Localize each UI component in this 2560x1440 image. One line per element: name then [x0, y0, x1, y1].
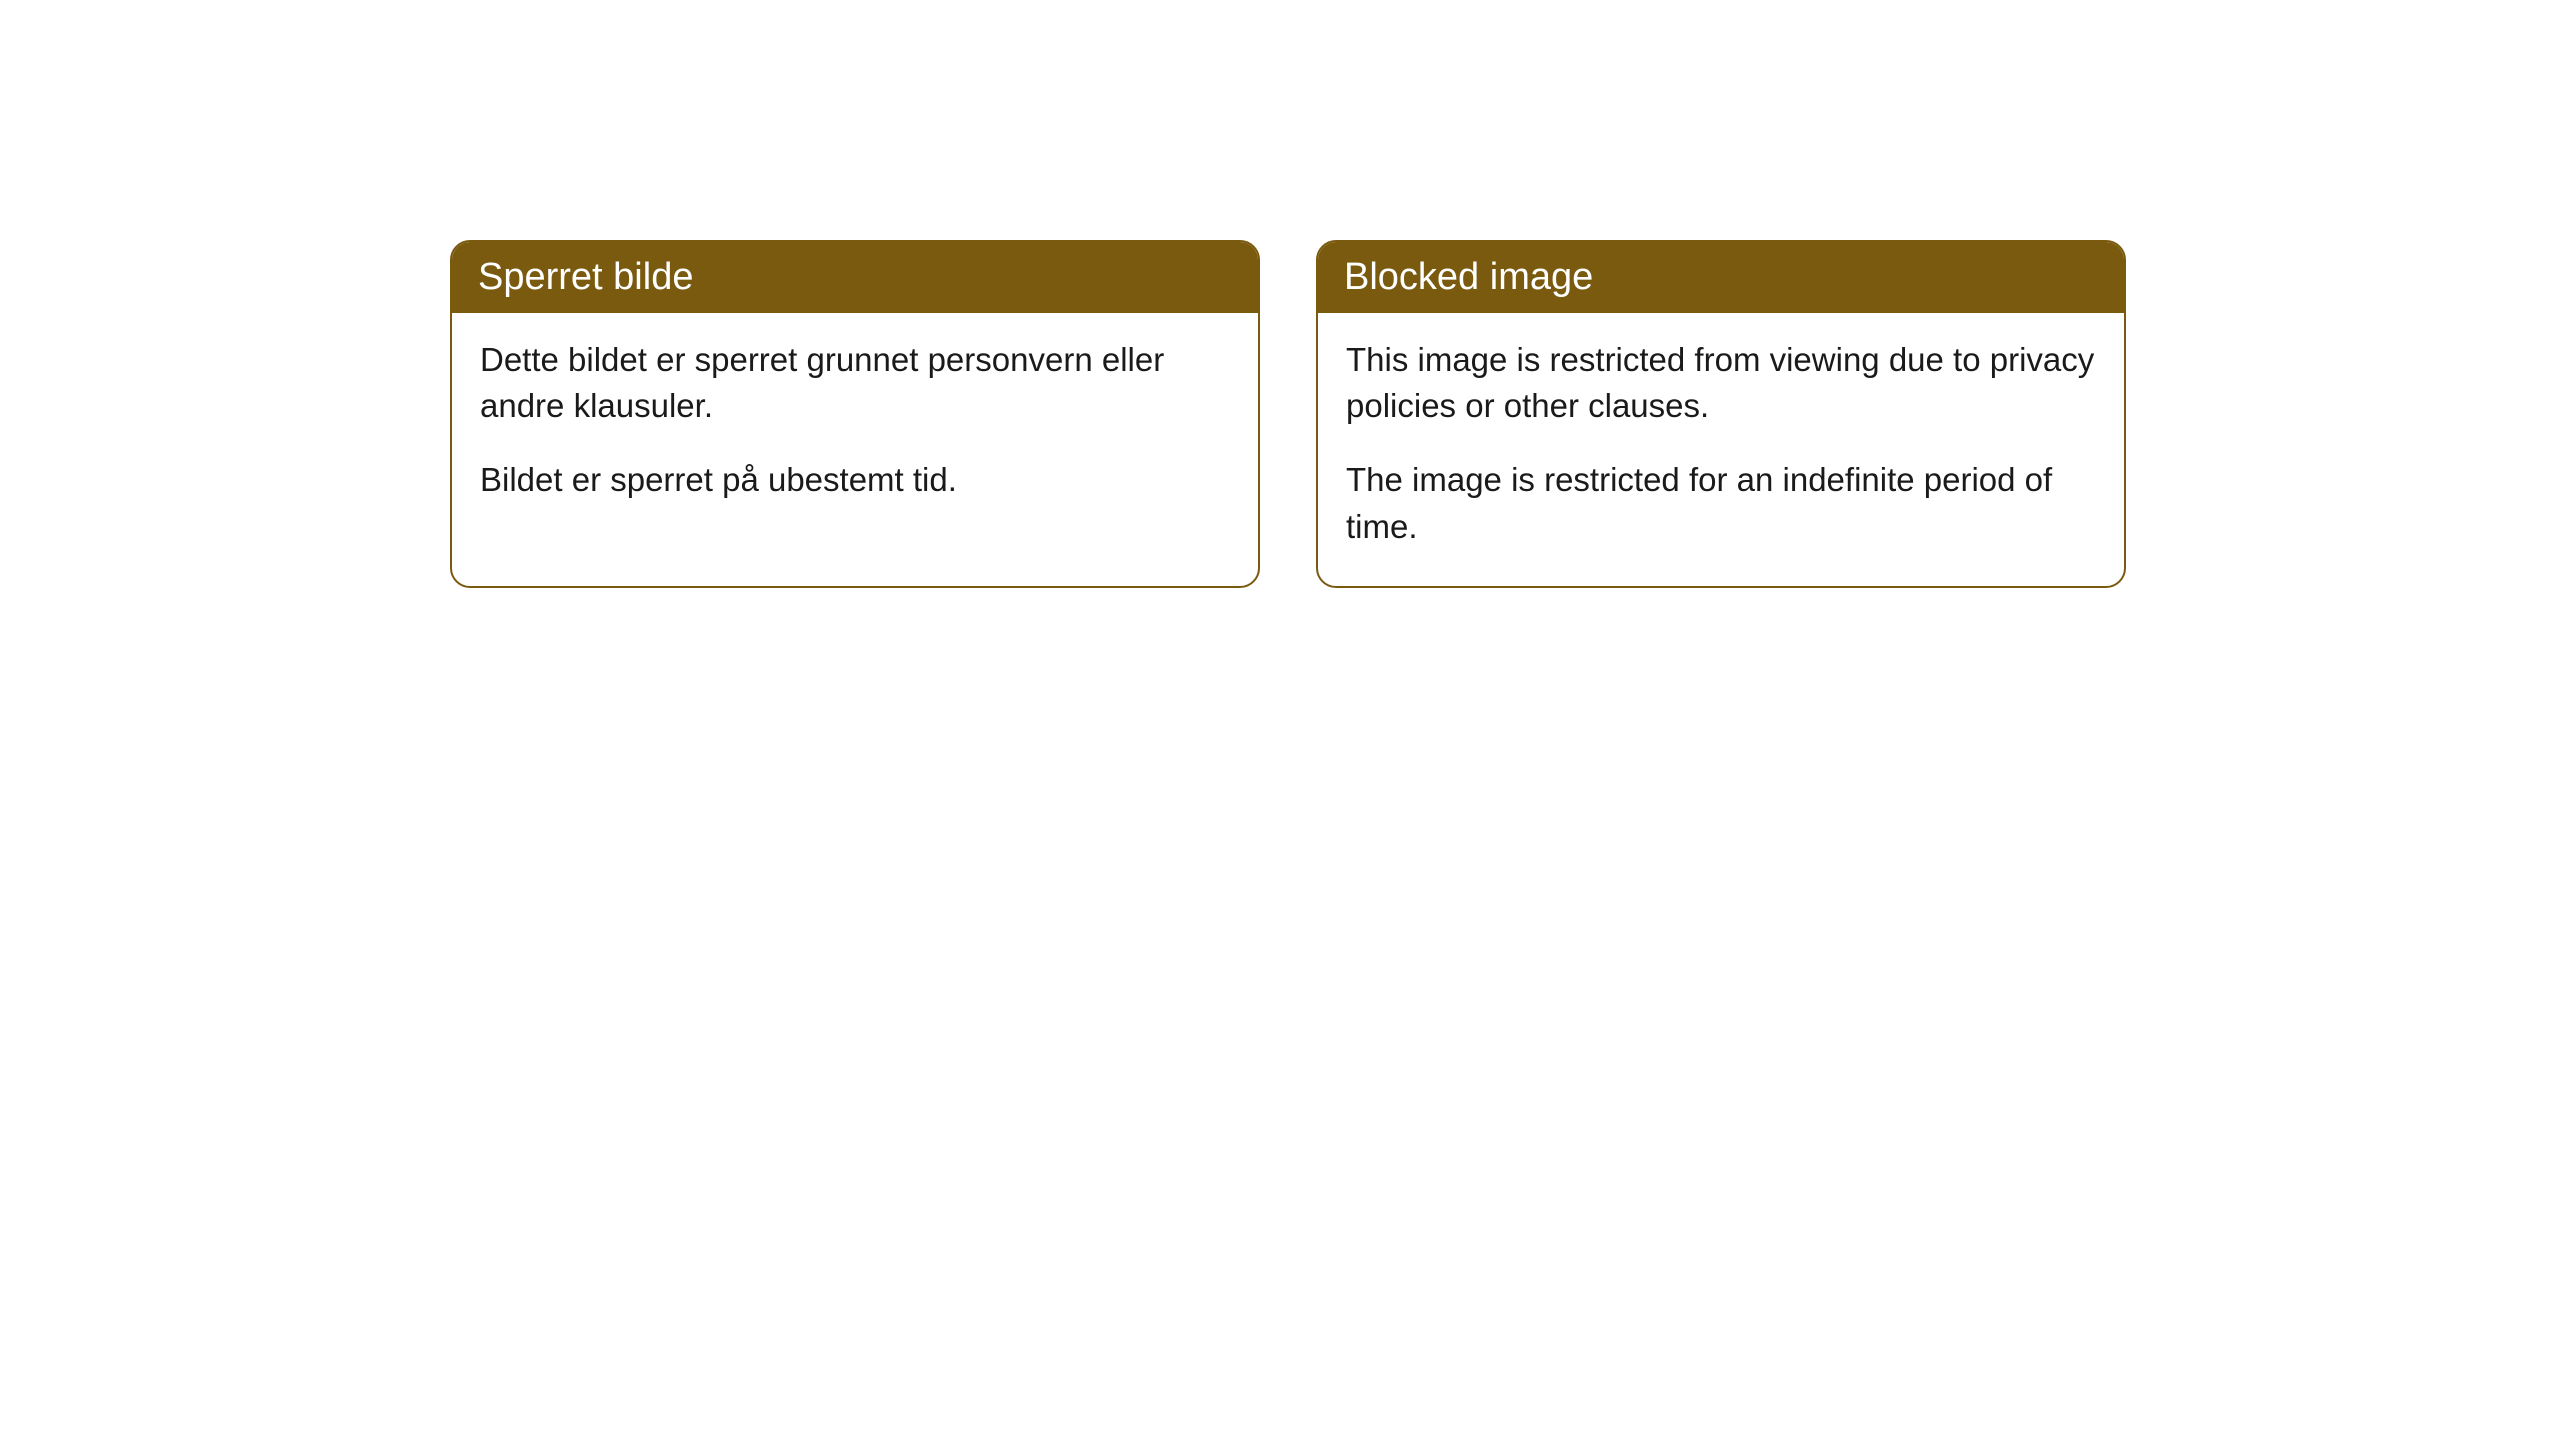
- notice-container: Sperret bilde Dette bildet er sperret gr…: [0, 0, 2560, 588]
- notice-paragraph-1: This image is restricted from viewing du…: [1346, 337, 2096, 429]
- notice-paragraph-2: Bildet er sperret på ubestemt tid.: [480, 457, 1230, 503]
- notice-card-english: Blocked image This image is restricted f…: [1316, 240, 2126, 588]
- notice-paragraph-1: Dette bildet er sperret grunnet personve…: [480, 337, 1230, 429]
- notice-header: Sperret bilde: [452, 242, 1258, 313]
- notice-title: Blocked image: [1344, 256, 1593, 298]
- notice-body: Dette bildet er sperret grunnet personve…: [452, 313, 1258, 540]
- notice-header: Blocked image: [1318, 242, 2124, 313]
- notice-paragraph-2: The image is restricted for an indefinit…: [1346, 457, 2096, 549]
- notice-title: Sperret bilde: [478, 256, 693, 298]
- notice-card-norwegian: Sperret bilde Dette bildet er sperret gr…: [450, 240, 1260, 588]
- notice-body: This image is restricted from viewing du…: [1318, 313, 2124, 586]
